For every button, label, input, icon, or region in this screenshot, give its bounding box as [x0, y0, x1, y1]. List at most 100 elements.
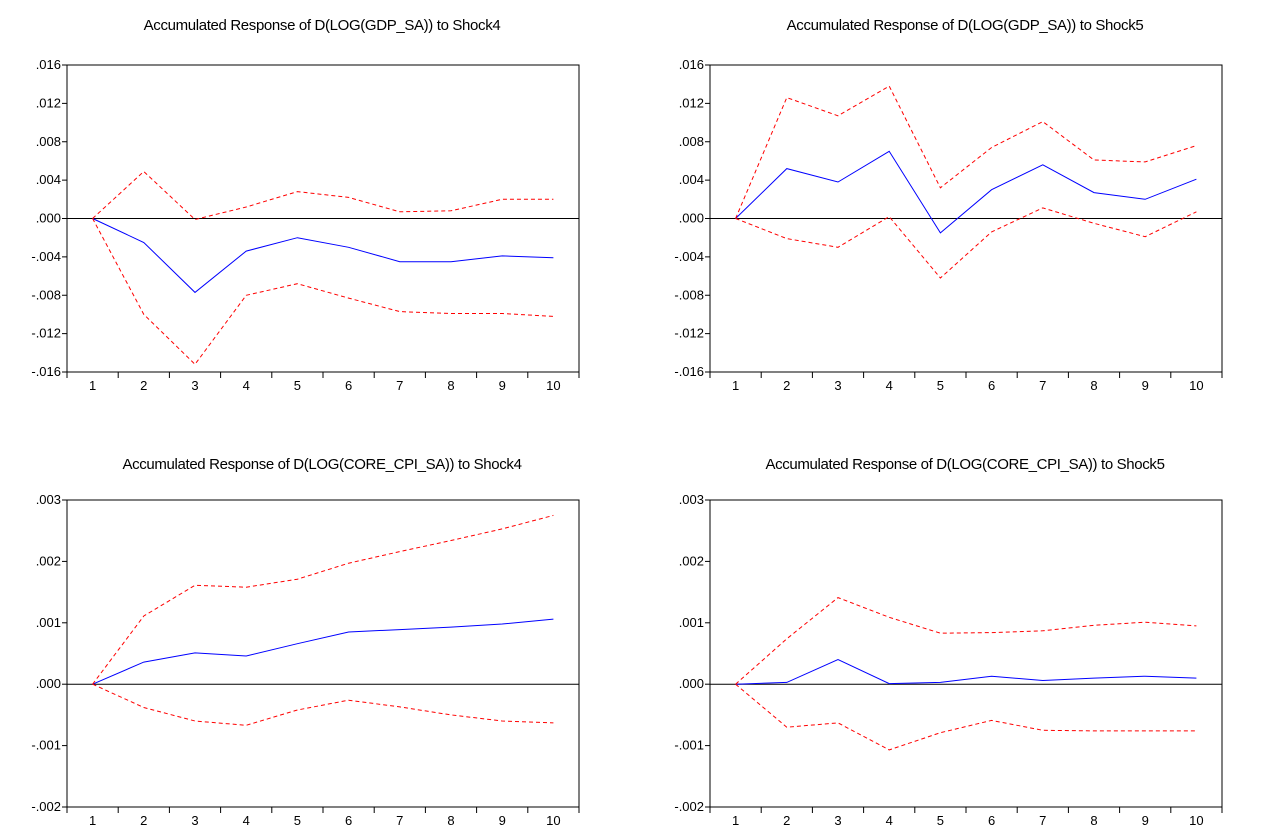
x-tick-label: 4	[886, 813, 893, 828]
lower-band-line-point	[838, 247, 839, 248]
y-tick-label: -.016	[31, 364, 61, 379]
upper-band-line-point	[297, 579, 298, 580]
upper-band-line	[735, 597, 1197, 685]
upper-band-line-point	[889, 86, 890, 87]
response-line-point	[889, 151, 890, 152]
response-line-point	[1196, 179, 1197, 180]
y-tick-label: .000	[36, 211, 61, 226]
plot-frame	[709, 499, 1223, 808]
lower-band-line-point	[1094, 730, 1095, 731]
upper-band-line-point	[838, 597, 839, 598]
response-line-point	[502, 255, 503, 256]
upper-band-line-point	[143, 171, 144, 172]
x-tick-label: 10	[546, 813, 560, 828]
upper-band-line-point	[991, 147, 992, 148]
upper-band-line	[92, 170, 554, 221]
response-line-point	[399, 261, 400, 262]
y-tick-label: .004	[36, 172, 61, 187]
x-tick-label: 5	[937, 378, 944, 393]
y-tick-label: .001	[679, 615, 704, 630]
y-tick-label: -.008	[674, 287, 704, 302]
y-tick-label: -.008	[31, 287, 61, 302]
x-tick-label: 6	[345, 813, 352, 828]
upper-band-line-point	[1042, 630, 1043, 631]
y-tick-label: .008	[36, 134, 61, 149]
response-line-point	[1145, 676, 1146, 677]
response-line-point	[143, 662, 144, 663]
x-tick-label: 6	[988, 378, 995, 393]
lower-band-line-point	[735, 218, 736, 219]
upper-band-line	[92, 514, 554, 685]
response-line	[735, 150, 1197, 234]
lower-band-line-point	[297, 283, 298, 284]
lower-band-line-point	[889, 749, 890, 750]
x-tick-label: 4	[243, 813, 250, 828]
response-line-point	[195, 292, 196, 293]
response-line-point	[991, 676, 992, 677]
y-tick-label: -.001	[31, 738, 61, 753]
response-line-point	[246, 251, 247, 252]
y-tick-label: .004	[679, 172, 704, 187]
lower-band-line-point	[991, 720, 992, 721]
upper-band-line-point	[399, 211, 400, 212]
y-tick-label: .016	[679, 57, 704, 72]
x-tick-label: 8	[447, 378, 454, 393]
response-line-point	[399, 629, 400, 630]
x-tick-label: 10	[546, 378, 560, 393]
x-tick-label: 1	[89, 813, 96, 828]
upper-band-line-point	[451, 210, 452, 211]
response-line-point	[246, 655, 247, 656]
upper-band-line-point	[786, 638, 787, 639]
plot-frame	[66, 499, 580, 808]
response-line-point	[297, 237, 298, 238]
x-tick-label: 8	[1090, 813, 1097, 828]
upper-band-line-point	[1094, 625, 1095, 626]
lower-band-line	[92, 218, 554, 366]
response-line-point	[502, 624, 503, 625]
lower-band-line-point	[1042, 730, 1043, 731]
upper-band-line-point	[991, 632, 992, 633]
lower-band-line-point	[553, 316, 554, 317]
response-line-point	[553, 257, 554, 258]
y-tick-label: .012	[679, 95, 704, 110]
x-tick-label: 3	[834, 378, 841, 393]
upper-band-line-point	[451, 540, 452, 541]
x-tick-label: 7	[396, 813, 403, 828]
upper-band-line-point	[1094, 159, 1095, 160]
lower-band-line-point	[246, 725, 247, 726]
y-tick-label: .003	[679, 492, 704, 507]
x-tick-label: 5	[294, 378, 301, 393]
lower-band-line-point	[195, 721, 196, 722]
x-tick-label: 8	[1090, 378, 1097, 393]
chart-panel-3: Accumulated Response of D(LOG(CORE_CPI_S…	[31, 456, 580, 828]
lower-band-line-point	[92, 684, 93, 685]
x-tick-label: 10	[1189, 378, 1203, 393]
upper-band-line-point	[143, 616, 144, 617]
x-tick-label: 7	[1039, 378, 1046, 393]
x-tick-label: 3	[191, 378, 198, 393]
response-line-point	[553, 619, 554, 620]
y-tick-label: .001	[36, 615, 61, 630]
lower-band-line-point	[399, 311, 400, 312]
response-line-point	[838, 659, 839, 660]
lower-band-line-point	[786, 727, 787, 728]
lower-band-line-point	[1196, 730, 1197, 731]
response-line-point	[940, 232, 941, 233]
chart-title: Accumulated Response of D(LOG(CORE_CPI_S…	[122, 456, 521, 473]
upper-band-line-point	[940, 187, 941, 188]
response-line	[92, 618, 554, 685]
response-line-point	[1196, 678, 1197, 679]
upper-band-line-point	[1196, 625, 1197, 626]
lower-band-line-point	[1145, 236, 1146, 237]
x-tick-label: 5	[294, 813, 301, 828]
upper-band-line-point	[553, 515, 554, 516]
response-line-point	[1094, 192, 1095, 193]
chart-panel-2: Accumulated Response of D(LOG(GDP_SA)) t…	[674, 17, 1223, 393]
lower-band-line-point	[195, 364, 196, 365]
chart-panel-4: Accumulated Response of D(LOG(CORE_CPI_S…	[674, 456, 1223, 828]
lower-band-line-point	[1196, 211, 1197, 212]
upper-band-line-point	[399, 551, 400, 552]
lower-band-line-point	[297, 709, 298, 710]
y-tick-label: .003	[36, 492, 61, 507]
x-tick-label: 7	[1039, 813, 1046, 828]
